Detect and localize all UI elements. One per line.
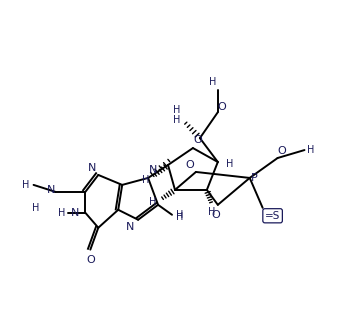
Text: H: H — [176, 210, 184, 220]
Text: N: N — [88, 163, 97, 173]
Text: H: H — [176, 212, 184, 222]
Text: N: N — [47, 185, 56, 195]
Text: O: O — [277, 146, 286, 156]
Text: N: N — [149, 165, 157, 175]
Text: H: H — [209, 77, 217, 87]
Text: O: O — [193, 135, 202, 145]
Text: H: H — [173, 105, 181, 115]
Text: O: O — [217, 102, 226, 112]
Text: H: H — [173, 115, 181, 125]
Text: =S: =S — [265, 211, 280, 221]
Text: H: H — [58, 208, 65, 218]
Text: O: O — [185, 160, 194, 170]
Text: N: N — [126, 222, 134, 232]
Text: N: N — [71, 208, 80, 218]
Text: O: O — [86, 255, 95, 265]
Text: P: P — [251, 173, 258, 183]
Text: H: H — [226, 159, 234, 169]
Text: H: H — [22, 180, 29, 190]
Text: H: H — [307, 145, 314, 155]
Text: H: H — [149, 197, 157, 207]
Text: H: H — [208, 207, 216, 217]
Text: H: H — [143, 175, 150, 185]
Text: H: H — [32, 203, 39, 213]
Text: O: O — [211, 210, 220, 220]
